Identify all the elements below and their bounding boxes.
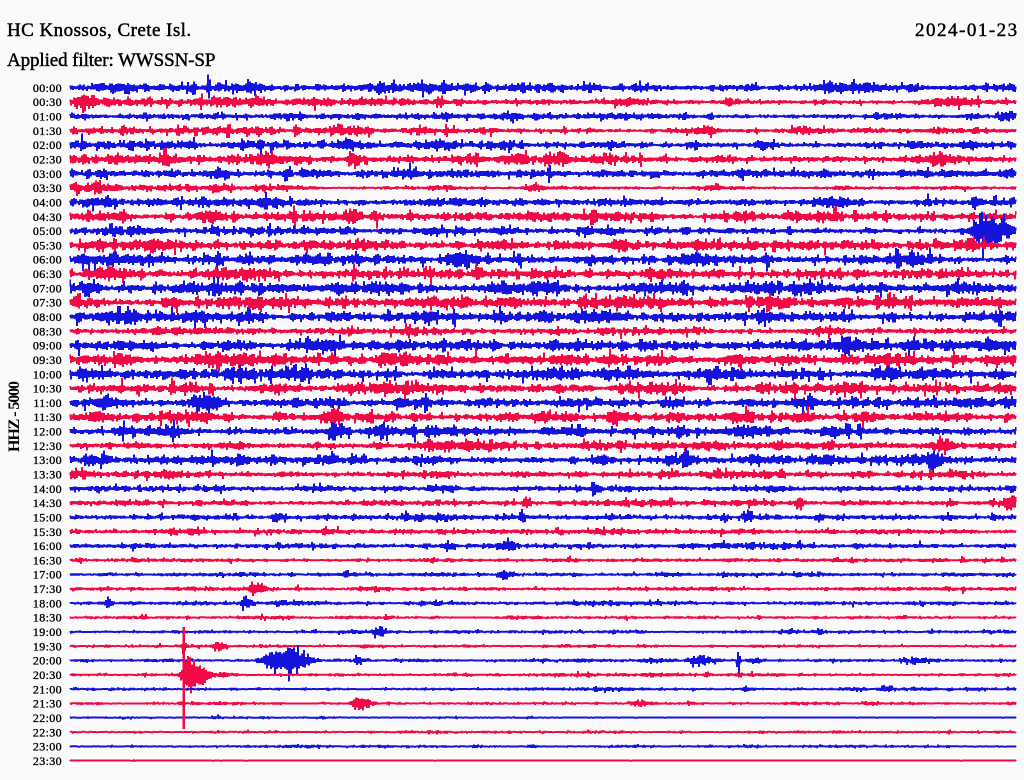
svg-text:09:00: 09:00: [33, 339, 62, 353]
svg-text:04:30: 04:30: [33, 210, 62, 224]
svg-text:15:30: 15:30: [33, 525, 62, 539]
svg-text:14:00: 14:00: [33, 482, 62, 496]
svg-text:03:30: 03:30: [33, 181, 62, 195]
svg-text:01:30: 01:30: [33, 124, 62, 138]
svg-text:11:00: 11:00: [33, 396, 62, 410]
svg-text:2024-01-23: 2024-01-23: [915, 20, 1019, 41]
svg-text:22:00: 22:00: [33, 711, 62, 725]
svg-text:04:00: 04:00: [33, 196, 62, 210]
svg-text:07:00: 07:00: [33, 281, 62, 295]
svg-text:05:30: 05:30: [33, 238, 62, 252]
svg-text:16:00: 16:00: [33, 539, 62, 553]
svg-text:08:00: 08:00: [33, 310, 62, 324]
svg-text:22:30: 22:30: [33, 725, 62, 739]
svg-text:HHZ - 5000: HHZ - 5000: [6, 381, 23, 452]
svg-text:10:00: 10:00: [33, 367, 62, 381]
svg-text:12:30: 12:30: [33, 439, 62, 453]
svg-text:20:00: 20:00: [33, 654, 62, 668]
svg-text:19:00: 19:00: [33, 625, 62, 639]
svg-text:05:00: 05:00: [33, 224, 62, 238]
svg-text:13:00: 13:00: [33, 453, 62, 467]
svg-text:00:30: 00:30: [33, 95, 62, 109]
svg-text:Applied filter: WWSSN-SP: Applied filter: WWSSN-SP: [7, 50, 215, 71]
svg-text:20:30: 20:30: [33, 668, 62, 682]
svg-text:23:30: 23:30: [33, 754, 62, 768]
svg-text:12:00: 12:00: [33, 425, 62, 439]
svg-text:02:00: 02:00: [33, 138, 62, 152]
svg-text:09:30: 09:30: [33, 353, 62, 367]
svg-text:00:00: 00:00: [33, 81, 62, 95]
svg-text:18:30: 18:30: [33, 611, 62, 625]
svg-text:14:30: 14:30: [33, 496, 62, 510]
svg-text:17:00: 17:00: [33, 568, 62, 582]
svg-text:23:00: 23:00: [33, 740, 62, 754]
svg-text:06:00: 06:00: [33, 253, 62, 267]
svg-text:10:30: 10:30: [33, 382, 62, 396]
svg-text:19:30: 19:30: [33, 639, 62, 653]
svg-text:HC Knossos, Crete Isl.: HC Knossos, Crete Isl.: [7, 20, 192, 41]
svg-text:13:30: 13:30: [33, 468, 62, 482]
svg-text:21:00: 21:00: [33, 682, 62, 696]
svg-text:16:30: 16:30: [33, 553, 62, 567]
svg-text:11:30: 11:30: [33, 410, 62, 424]
svg-text:18:00: 18:00: [33, 596, 62, 610]
svg-text:17:30: 17:30: [33, 582, 62, 596]
svg-text:07:30: 07:30: [33, 296, 62, 310]
svg-text:01:00: 01:00: [33, 110, 62, 124]
svg-text:02:30: 02:30: [33, 153, 62, 167]
svg-text:06:30: 06:30: [33, 267, 62, 281]
svg-text:08:30: 08:30: [33, 324, 62, 338]
svg-text:03:00: 03:00: [33, 167, 62, 181]
svg-text:15:00: 15:00: [33, 511, 62, 525]
svg-text:21:30: 21:30: [33, 697, 62, 711]
